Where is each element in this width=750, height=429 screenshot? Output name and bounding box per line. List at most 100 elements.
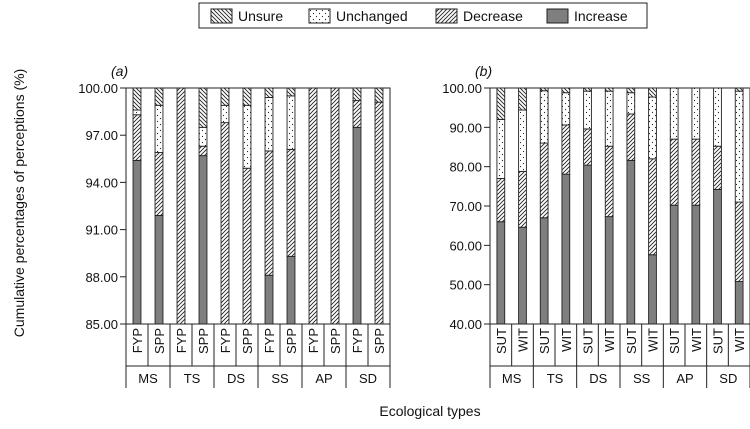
segment-unchanged (220, 104, 230, 124)
subcategory-label: FYP (130, 328, 145, 353)
y-tick-label: 70.00 (449, 199, 482, 214)
subcategory-label: SPP (196, 328, 211, 354)
subcategory-label: WIT (646, 328, 661, 352)
segment-unsure (648, 87, 657, 98)
bar-MS-WIT (518, 87, 527, 325)
bar-SD-SUT (713, 87, 722, 325)
panel-label: (a) (111, 63, 128, 79)
segment-unsure (583, 87, 592, 92)
segment-decrease (176, 87, 186, 325)
segment-unsure (264, 87, 274, 98)
category-label: SD (359, 371, 377, 386)
segment-decrease (496, 178, 506, 223)
segment-unchanged (132, 109, 142, 116)
segment-unchanged (561, 92, 571, 126)
segment-decrease (264, 150, 274, 276)
category-label: MS (138, 371, 158, 386)
segment-decrease (374, 101, 384, 325)
segment-increase (496, 221, 506, 325)
legend-item-unchanged: Unchanged (308, 8, 408, 24)
subcategory-label: SPP (372, 328, 387, 354)
bar-SD-WIT (734, 87, 744, 325)
bar-SD-SPP (374, 87, 384, 325)
segment-unsure (496, 87, 506, 120)
bar-SS-WIT (648, 87, 657, 325)
category-label: DS (589, 371, 607, 386)
subcategory-label: SUT (711, 328, 726, 354)
segment-decrease (154, 152, 164, 216)
subcategory-label: SPP (240, 328, 255, 354)
y-tick-label: 88.00 (85, 270, 118, 285)
segment-increase (518, 226, 527, 325)
y-tick-label: 100.00 (78, 81, 118, 96)
segment-unchanged (518, 109, 527, 172)
segment-unsure (518, 87, 527, 111)
subcategory-label: WIT (559, 328, 574, 352)
segment-increase (626, 159, 636, 325)
category-label: AP (676, 371, 693, 386)
bar-TS-WIT (561, 87, 571, 325)
segment-decrease (561, 124, 571, 175)
segment-unsure (132, 87, 142, 111)
segment-decrease (308, 87, 318, 325)
legend-frame (198, 2, 648, 29)
segment-decrease (604, 145, 614, 218)
segment-unsure (154, 87, 164, 106)
segment-decrease (539, 142, 549, 219)
bar-AP-SUT (669, 87, 679, 325)
legend-swatch-decrease (435, 8, 458, 24)
segment-unchanged (264, 96, 274, 152)
y-tick-label: 100.00 (442, 81, 482, 96)
segment-unchanged (154, 104, 164, 153)
y-tick-label: 85.00 (85, 317, 118, 332)
segment-unsure (604, 87, 614, 92)
segment-unchanged (713, 87, 722, 147)
panel-label: (b) (475, 63, 492, 79)
bar-AP-WIT (691, 87, 701, 325)
segment-increase (583, 164, 592, 325)
legend-swatch-unsure (210, 8, 233, 24)
segment-decrease (669, 138, 679, 206)
subcategory-label: SUT (581, 328, 596, 354)
category-label: SS (271, 371, 289, 386)
segment-unchanged (648, 96, 657, 160)
segment-unchanged (286, 95, 296, 150)
bar-SS-SUT (626, 87, 636, 325)
segment-increase (648, 254, 657, 325)
category-label: TS (184, 371, 201, 386)
subcategory-label: FYP (262, 328, 277, 353)
panel-a: (a) 85.00 88.00 91.00 94.00 97.00 100.00 FYP SPP… (78, 63, 391, 388)
segment-unsure (374, 87, 384, 103)
segment-increase (264, 274, 274, 325)
legend-swatch-increase (546, 8, 569, 24)
subcategory-label: WIT (732, 328, 747, 352)
bar-DS-FYP (220, 87, 230, 325)
segment-decrease (648, 158, 657, 256)
segment-decrease (132, 114, 142, 161)
subcategory-label: SUT (667, 328, 682, 354)
y-tick-label: 60.00 (449, 238, 482, 253)
bar-AP-SPP (330, 87, 340, 325)
segment-unsure (286, 87, 296, 97)
segment-decrease (330, 87, 340, 325)
segment-unchanged (198, 126, 208, 147)
segment-decrease (518, 170, 527, 228)
subcategory-label: SPP (284, 328, 299, 354)
y-tick-label: 40.00 (449, 317, 482, 332)
y-tick-label: 97.00 (85, 128, 118, 143)
bar-SD-FYP (352, 87, 362, 325)
legend-label-decrease: Decrease (463, 8, 523, 24)
bar-TS-SUT (539, 87, 549, 325)
bar-TS-SPP (198, 87, 208, 325)
category-label: MS (502, 371, 522, 386)
category-label: SS (633, 371, 651, 386)
bar-DS-WIT (604, 87, 614, 325)
category-label: AP (315, 371, 332, 386)
subcategory-label: SPP (328, 328, 343, 354)
subcategory-label: SPP (152, 328, 167, 354)
plot-frame (125, 87, 391, 325)
segment-increase (352, 126, 362, 325)
y-tick-label: 94.00 (85, 175, 118, 190)
segment-increase (286, 255, 296, 325)
segment-decrease (242, 167, 252, 325)
